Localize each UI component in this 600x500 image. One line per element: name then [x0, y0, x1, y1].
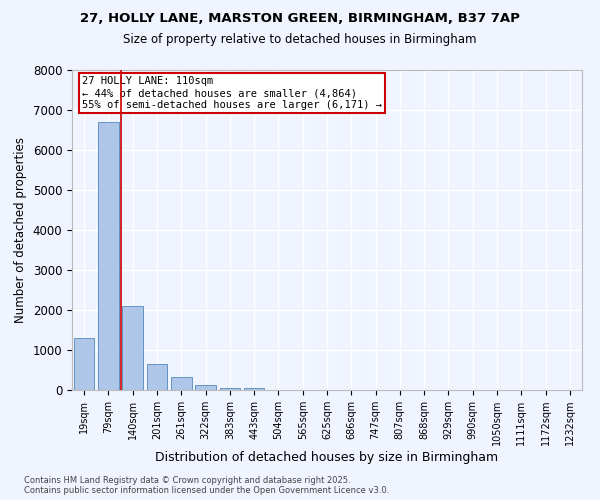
Text: 27, HOLLY LANE, MARSTON GREEN, BIRMINGHAM, B37 7AP: 27, HOLLY LANE, MARSTON GREEN, BIRMINGHA… — [80, 12, 520, 26]
Bar — [98, 122, 119, 390]
Text: 27 HOLLY LANE: 110sqm
← 44% of detached houses are smaller (4,864)
55% of semi-d: 27 HOLLY LANE: 110sqm ← 44% of detached … — [82, 76, 382, 110]
Bar — [195, 385, 216, 390]
Bar — [244, 388, 265, 390]
Bar — [171, 377, 191, 390]
Text: Size of property relative to detached houses in Birmingham: Size of property relative to detached ho… — [123, 32, 477, 46]
Bar — [146, 364, 167, 390]
Bar — [220, 388, 240, 390]
X-axis label: Distribution of detached houses by size in Birmingham: Distribution of detached houses by size … — [155, 451, 499, 464]
Text: Contains HM Land Registry data © Crown copyright and database right 2025.
Contai: Contains HM Land Registry data © Crown c… — [24, 476, 389, 495]
Bar — [122, 306, 143, 390]
Bar — [74, 338, 94, 390]
Y-axis label: Number of detached properties: Number of detached properties — [14, 137, 27, 323]
